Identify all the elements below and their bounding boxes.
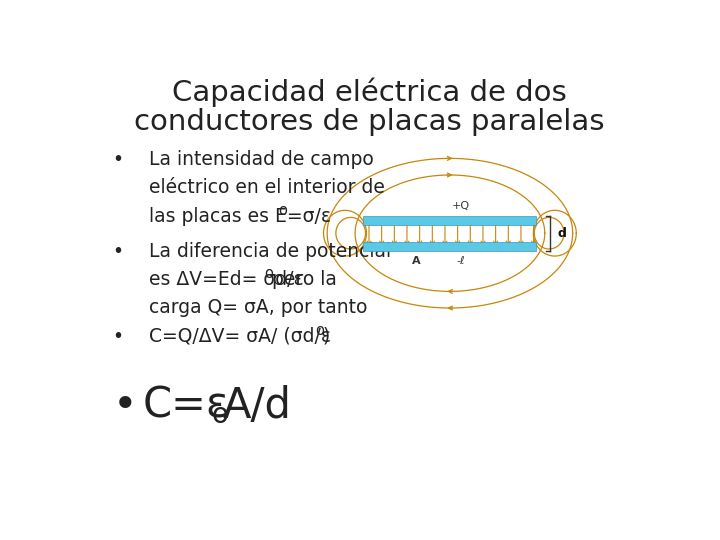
Text: las placas es E=σ/ε: las placas es E=σ/ε [148,207,330,226]
Text: d: d [557,227,566,240]
Text: •: • [112,241,123,260]
Text: carga Q= σA, por tanto: carga Q= σA, por tanto [148,298,367,317]
Text: •: • [112,385,137,427]
Text: conductores de placas paralelas: conductores de placas paralelas [134,109,604,137]
Text: pero la: pero la [272,270,338,289]
Bar [364,241,536,251]
Text: -ℓ: -ℓ [456,255,465,266]
Text: La intensidad de campo: La intensidad de campo [148,150,374,169]
Text: •: • [112,150,123,169]
Text: eléctrico en el interior de: eléctrico en el interior de [148,178,384,197]
Text: La diferencia de potencial: La diferencia de potencial [148,241,391,260]
Text: A: A [412,255,420,266]
Text: C=Q/ΔV= σA/ (σd/ε: C=Q/ΔV= σA/ (σd/ε [148,327,330,346]
Text: o: o [212,401,228,429]
Text: C=ε: C=ε [143,385,230,427]
Text: o: o [278,203,287,218]
Text: o: o [264,266,273,281]
Text: A/d: A/d [222,385,292,427]
Text: es ΔV=Ed= σd/ε: es ΔV=Ed= σd/ε [148,270,303,289]
Text: •: • [112,327,123,346]
Text: +Q: +Q [452,201,470,211]
Text: Capacidad eléctrica de dos: Capacidad eléctrica de dos [171,77,567,107]
Bar [364,216,536,225]
Text: o: o [315,323,324,339]
Text: ): ) [323,327,330,346]
